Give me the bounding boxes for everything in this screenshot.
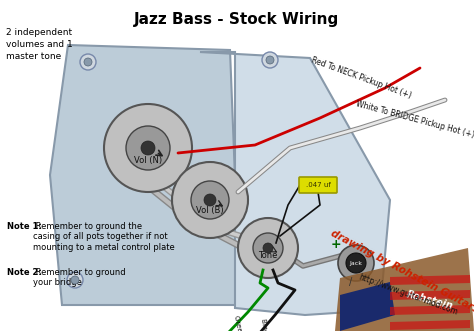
- Polygon shape: [390, 290, 470, 300]
- Text: +: +: [331, 239, 341, 252]
- Circle shape: [204, 194, 216, 206]
- Polygon shape: [200, 52, 390, 315]
- Text: http://www.guitar-mod.com: http://www.guitar-mod.com: [357, 273, 459, 317]
- Text: Note 2:: Note 2:: [7, 268, 42, 277]
- Text: .047 uf: .047 uf: [306, 182, 330, 188]
- Text: White To BRIDGE Pickup Hot (+): White To BRIDGE Pickup Hot (+): [355, 100, 474, 140]
- Text: Green To NECK Pickup Ground (-): Green To NECK Pickup Ground (-): [233, 315, 263, 331]
- Circle shape: [238, 218, 298, 278]
- Circle shape: [338, 245, 374, 281]
- Text: drawing by Rohstein Guitars: drawing by Rohstein Guitars: [329, 229, 474, 315]
- Circle shape: [253, 233, 283, 263]
- Text: Vol (B): Vol (B): [196, 206, 224, 214]
- Polygon shape: [390, 305, 470, 315]
- Circle shape: [126, 126, 170, 170]
- Text: Remember to ground
your bridge: Remember to ground your bridge: [33, 268, 126, 287]
- Circle shape: [104, 104, 192, 192]
- Circle shape: [191, 181, 229, 219]
- Circle shape: [71, 276, 79, 284]
- Circle shape: [80, 54, 96, 70]
- Circle shape: [67, 272, 83, 288]
- Circle shape: [346, 253, 366, 273]
- Circle shape: [263, 243, 273, 253]
- Text: Rohstein: Rohstein: [405, 289, 455, 311]
- Polygon shape: [390, 320, 470, 330]
- Polygon shape: [50, 45, 240, 305]
- Text: Jack: Jack: [349, 261, 363, 266]
- Text: /: /: [349, 277, 353, 287]
- Circle shape: [141, 141, 155, 155]
- Text: Red To NECK Pickup Hot (+): Red To NECK Pickup Hot (+): [310, 55, 412, 100]
- FancyBboxPatch shape: [299, 177, 337, 193]
- Polygon shape: [335, 248, 474, 331]
- Text: Tone: Tone: [258, 252, 278, 260]
- Text: 2 independent
volumes and 1
master tone: 2 independent volumes and 1 master tone: [6, 28, 73, 61]
- Text: Note 1:: Note 1:: [7, 222, 42, 231]
- Text: Jazz Bass - Stock Wiring: Jazz Bass - Stock Wiring: [134, 12, 340, 27]
- Circle shape: [266, 56, 274, 64]
- Circle shape: [84, 58, 92, 66]
- Circle shape: [172, 162, 248, 238]
- Circle shape: [262, 52, 278, 68]
- Text: Remember to ground the
casing of all pots together if not
mounting to a metal co: Remember to ground the casing of all pot…: [33, 222, 175, 252]
- Text: Black To BRIDGE Pickup Ground (-): Black To BRIDGE Pickup Ground (-): [260, 318, 283, 331]
- Text: Vol (N): Vol (N): [134, 156, 162, 165]
- Polygon shape: [340, 282, 395, 331]
- Polygon shape: [390, 275, 470, 285]
